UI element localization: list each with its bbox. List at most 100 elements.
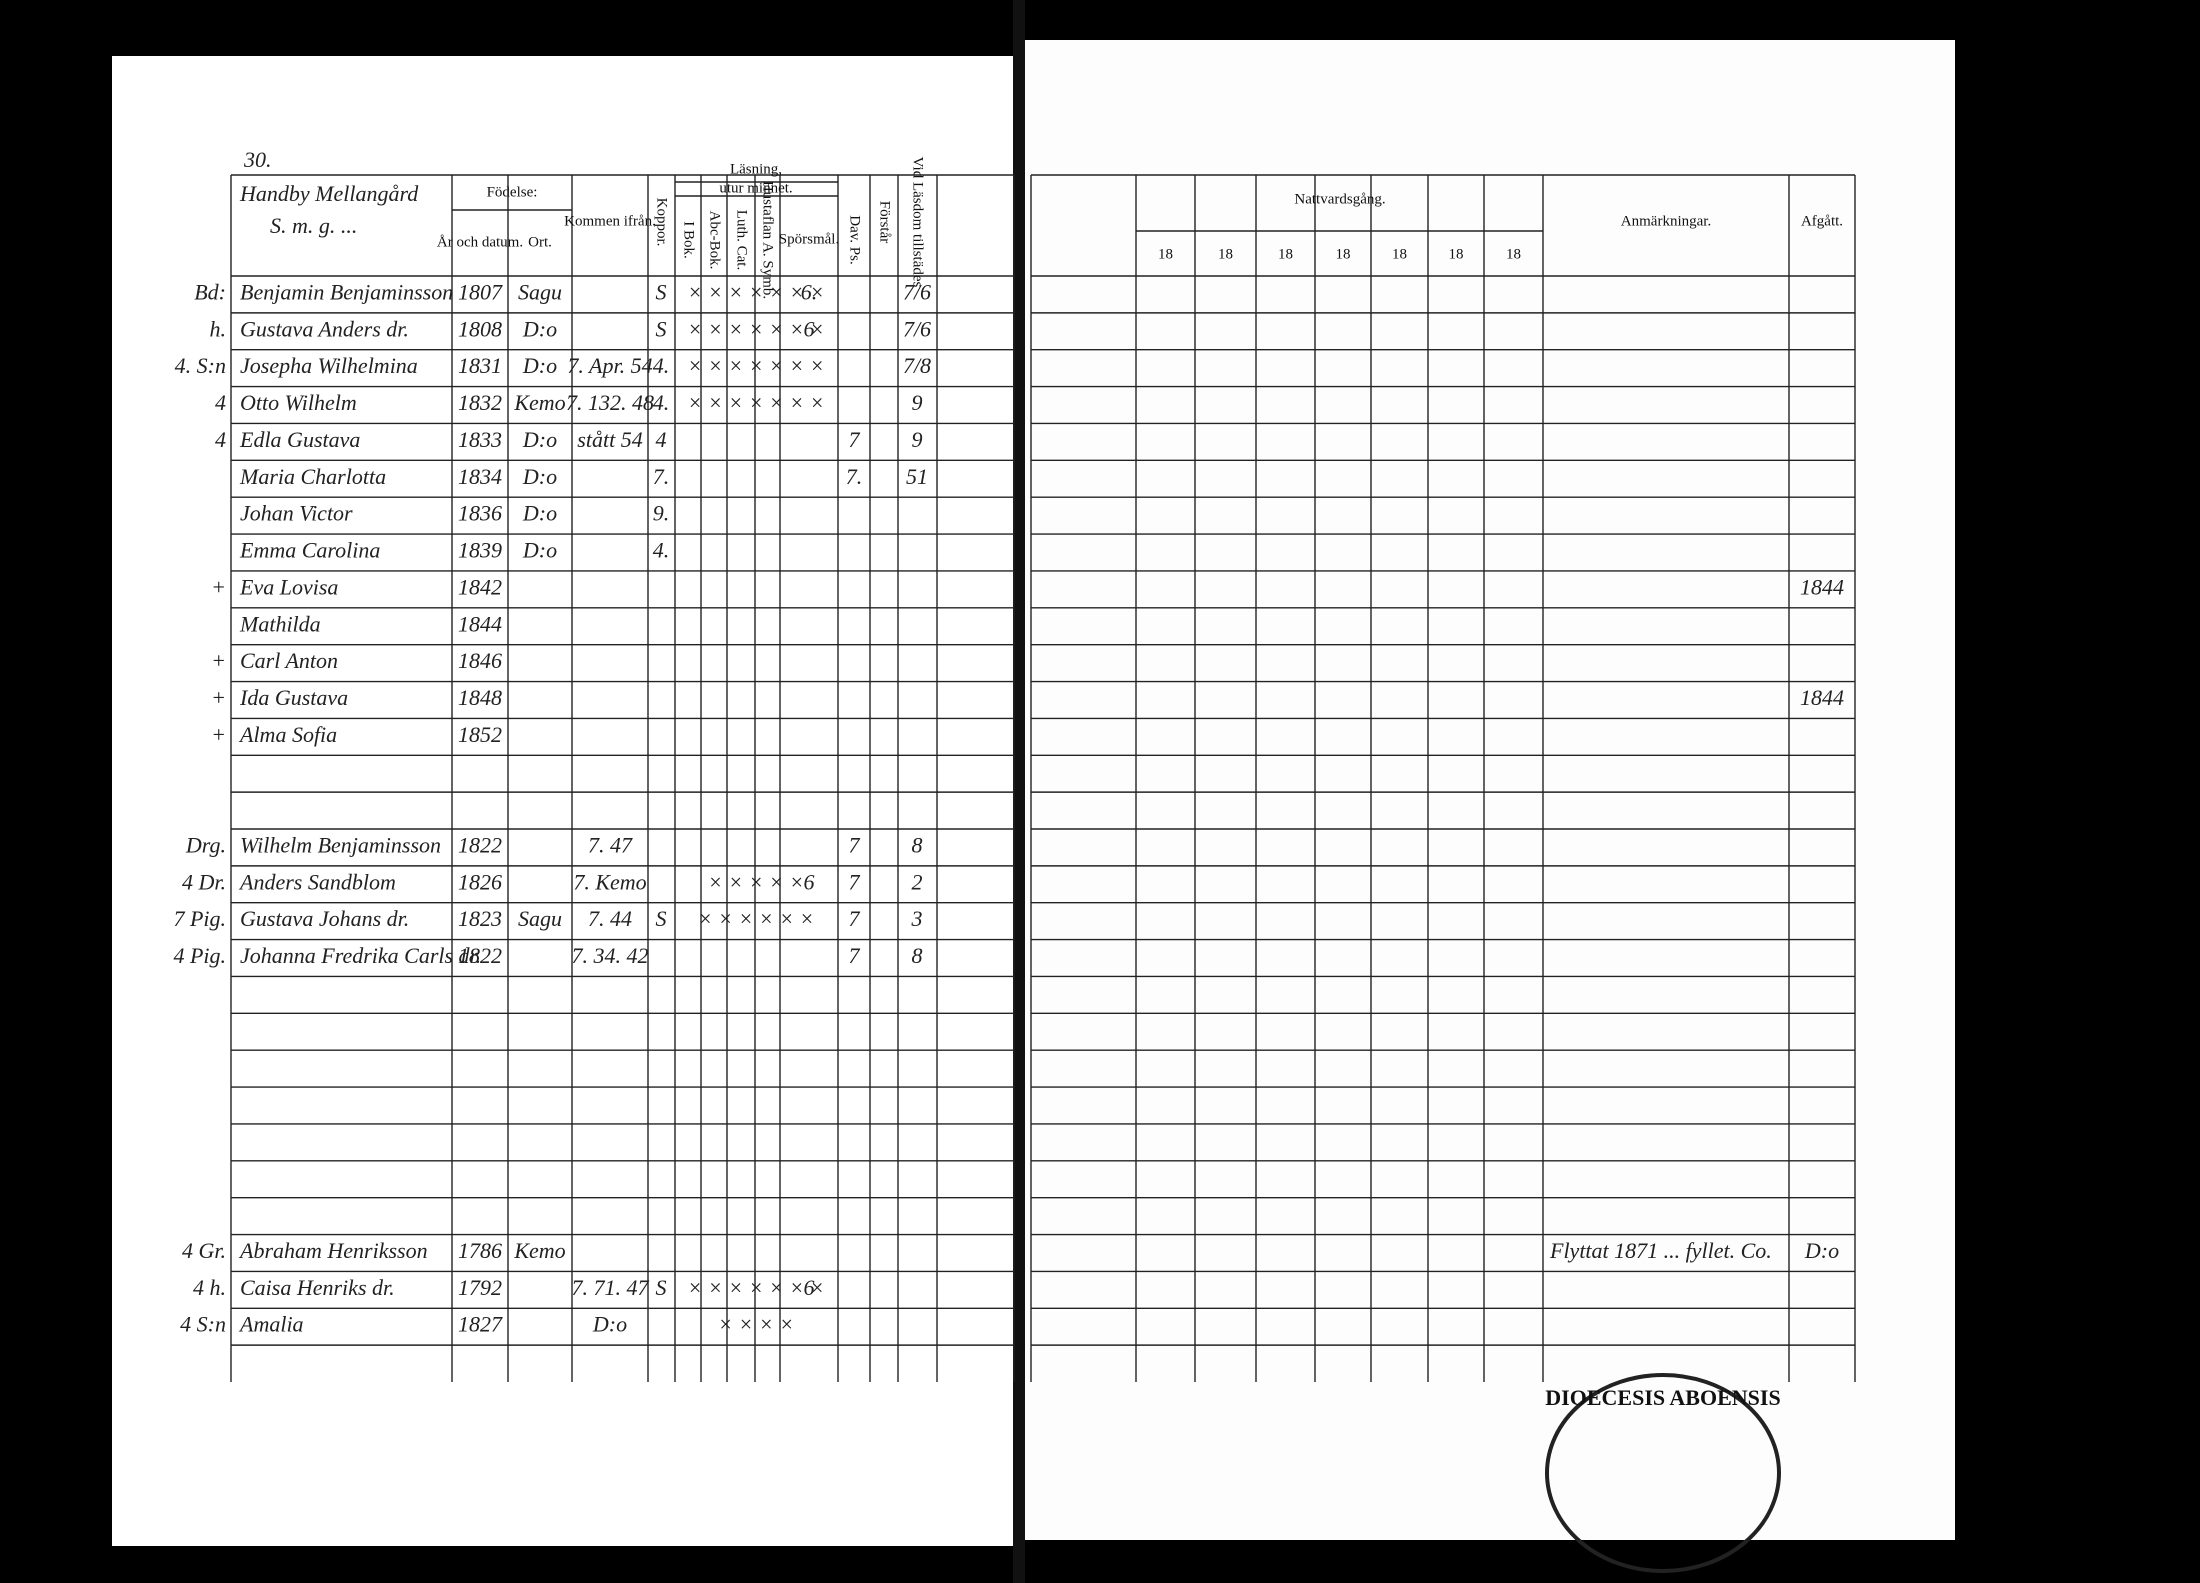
cell-name: Edla Gustava: [239, 427, 360, 452]
cell-smallpox: 4: [656, 427, 667, 452]
cell-place: D:o: [522, 501, 557, 526]
cell-born: 1822: [458, 832, 502, 857]
cell-psalms: 7: [849, 943, 861, 968]
cell-name: Carl Anton: [240, 648, 338, 673]
column-header: 18: [1392, 246, 1407, 262]
cell-smallpox: 7.: [653, 464, 670, 489]
column-header: Abc-Bok.: [707, 211, 723, 270]
cell-born: 1823: [458, 906, 502, 931]
column-header: I Bok.: [681, 221, 697, 259]
cell-note: Flyttat 1871 ... fyllet. Co.: [1549, 1238, 1772, 1263]
cell-place: Kemo: [513, 390, 565, 415]
column-header: Afgått.: [1801, 213, 1843, 229]
cell-name: Emma Carolina: [239, 538, 380, 563]
cell-name: Mathilda: [239, 611, 321, 636]
cell-exam: 51: [906, 464, 928, 489]
cell-left-year: 1844: [1800, 574, 1844, 599]
column-header: Anmärkningar.: [1621, 213, 1711, 229]
cell-born: 1833: [458, 427, 502, 452]
cell-born: 1792: [458, 1275, 502, 1300]
column-header: Spörsmål.: [779, 231, 839, 247]
cell-margin: 7 Pig.: [173, 906, 226, 931]
cell-exam: 8: [912, 832, 923, 857]
stamp-text: DIOECESIS ABOENSIS: [1545, 1385, 1780, 1410]
cell-born: 1786: [458, 1238, 502, 1263]
column-header: Ort.: [528, 234, 552, 250]
cell-questions: 6: [804, 316, 815, 341]
cell-reading: × × × × × × ×: [688, 353, 825, 378]
cell-exam: 3: [911, 906, 923, 931]
column-header: 18: [1158, 246, 1173, 262]
cell-left-year: D:o: [1804, 1238, 1839, 1263]
cell-from: stått 54: [577, 427, 642, 452]
cell-born: 1834: [458, 464, 502, 489]
left-page: [112, 56, 1017, 1546]
column-header: 18: [1449, 246, 1464, 262]
cell-born: 1842: [458, 574, 502, 599]
cell-margin: 4. S:n: [175, 353, 226, 378]
cell-reading: × × × × × × ×: [688, 1275, 825, 1300]
cell-smallpox: S: [656, 279, 667, 304]
column-header: 18: [1218, 246, 1233, 262]
cell-psalms: 7.: [846, 464, 863, 489]
column-header: 18: [1336, 246, 1351, 262]
cell-margin: +: [211, 574, 226, 599]
cell-margin: 4 Gr.: [182, 1238, 226, 1263]
cell-exam: 2: [912, 869, 923, 894]
cell-place: Sagu: [518, 906, 562, 931]
cell-smallpox: 4.: [653, 353, 670, 378]
cell-smallpox: 9.: [653, 501, 670, 526]
cell-from: 7. Kemo: [573, 869, 646, 894]
cell-place: Sagu: [518, 279, 562, 304]
column-header: 18: [1506, 246, 1521, 262]
cell-born: 1826: [458, 869, 502, 894]
cell-name: Josepha Wilhelmina: [240, 353, 418, 378]
cell-name: Eva Lovisa: [239, 574, 338, 599]
gutter: [1013, 0, 1025, 1583]
cell-exam: 7/8: [903, 353, 931, 378]
cell-from: 7. 71. 47: [572, 1275, 650, 1300]
column-header: Vid Läsdom tillstädes: [910, 157, 926, 288]
cell-questions: 6: [804, 869, 815, 894]
cell-place: D:o: [522, 353, 557, 378]
column-header: Kommen ifrån.: [564, 213, 656, 229]
cell-psalms: 7: [849, 832, 861, 857]
cell-born: 1848: [458, 685, 502, 710]
cell-from: 7. 47: [588, 832, 633, 857]
cell-questions: 6.: [801, 279, 818, 304]
cell-born: 1827: [458, 1312, 503, 1337]
stamp: [1545, 1373, 1781, 1573]
cell-left-year: 1844: [1800, 685, 1844, 710]
cell-place: Kemo: [513, 1238, 565, 1263]
page-number: 30.: [243, 147, 272, 172]
cell-place: D:o: [522, 427, 557, 452]
cell-from: 7. 132. 48: [566, 390, 654, 415]
column-header: 18: [1278, 246, 1293, 262]
cell-name: Gustava Johans dr.: [240, 906, 409, 931]
cell-reading: × × × × ×: [708, 869, 804, 894]
cell-born: 1844: [458, 611, 502, 636]
column-header: Födelse:: [487, 184, 538, 200]
cell-name: Johan Victor: [240, 501, 353, 526]
cell-smallpox: 4.: [653, 538, 670, 563]
cell-born: 1852: [458, 722, 502, 747]
cell-smallpox: S: [656, 906, 667, 931]
column-header: År och datum.: [437, 234, 523, 250]
cell-margin: +: [211, 685, 226, 710]
cell-margin: h.: [210, 316, 227, 341]
cell-exam: 7/6: [903, 316, 931, 341]
cell-from: D:o: [592, 1312, 627, 1337]
cell-margin: 4 S:n: [180, 1312, 226, 1337]
cell-exam: 8: [912, 943, 923, 968]
column-header: Dav. Ps.: [847, 215, 863, 264]
farm-name: Handby Mellangård: [239, 181, 419, 206]
right-page: [1020, 40, 1955, 1540]
cell-margin: +: [211, 648, 226, 673]
cell-exam: 7/6: [903, 279, 931, 304]
column-header: Förstår: [877, 201, 893, 244]
column-header: utur minnet.: [719, 180, 792, 196]
cell-name: Maria Charlotta: [239, 464, 386, 489]
column-header: Nattvardsgång.: [1294, 191, 1385, 207]
cell-exam: 9: [912, 390, 923, 415]
